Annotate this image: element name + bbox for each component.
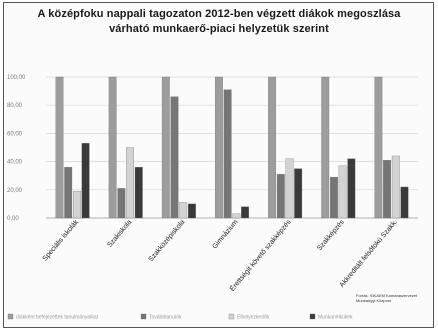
bar [170, 96, 179, 219]
legend-label: Munkanélküliek [318, 315, 353, 321]
bar [294, 168, 303, 219]
legend-label: diákként befejezettek tanulmányaikat [16, 315, 99, 321]
bar [188, 203, 196, 219]
source-note: Forrás: SIKAEM KamaraszervezetMunkaügyi … [356, 293, 418, 303]
bar [73, 191, 81, 219]
bar [64, 167, 73, 219]
bar [285, 158, 294, 219]
bar [400, 186, 409, 219]
bar [81, 143, 90, 219]
bar [347, 158, 356, 219]
y-tick-label: 60,00 [7, 131, 23, 137]
legend: diákként befejezettek tanulmányaikat Tová… [7, 313, 353, 321]
category-label: Speciális iskolák [42, 218, 81, 262]
chart-title: A középfoku nappali tagozaton 2012-ben v… [37, 8, 401, 20]
category-label: Szakképzés [316, 218, 346, 252]
bar [179, 202, 188, 219]
legend-swatch [7, 313, 14, 320]
bar [55, 76, 64, 219]
bar [215, 76, 223, 219]
y-axis-ticks: 0,00 20,00 40,00 60,00 80,00 100,00 [7, 75, 26, 222]
source-note-line: Forrás: SIKAEM Kamaraszervezet [356, 293, 418, 298]
bar [126, 147, 134, 219]
y-tick-label: 0,00 [7, 216, 19, 222]
legend-label: Elhelyezkedők [237, 315, 270, 321]
bar [374, 76, 383, 219]
bar [268, 76, 276, 219]
bar [108, 76, 117, 219]
x-axis-categories: Speciális iskolák Szakiskola Szakközépisko… [42, 217, 399, 293]
y-tick-label: 80,00 [7, 103, 23, 109]
bar [241, 206, 249, 219]
bar [134, 167, 143, 219]
category-label: Szakiskola [106, 219, 133, 249]
bar [117, 188, 126, 219]
category-label: Gimnázium [211, 219, 239, 251]
legend-swatch [228, 313, 235, 320]
y-tick-label: 40,00 [7, 160, 23, 166]
bar [330, 176, 338, 219]
legend-swatch [309, 313, 316, 320]
bar [391, 155, 400, 219]
bar [161, 76, 170, 219]
bar [276, 174, 285, 219]
bar [383, 160, 391, 219]
legend-swatch [140, 313, 147, 320]
category-label: Akkreditált felsőfokú Szakk. [339, 219, 399, 289]
category-label: Szakközépiskola [148, 219, 187, 264]
legend-label: Továbbtanulók [149, 315, 182, 321]
gridlines [46, 76, 418, 219]
chart-subtitle: várható munkaerő-piaci helyzetük szerint [109, 23, 329, 35]
y-tick-label: 20,00 [7, 188, 23, 194]
y-tick-label: 100,00 [7, 75, 26, 81]
bar [232, 213, 241, 219]
source-note-line: Munkaügyi Központ [356, 298, 392, 303]
bar [223, 89, 232, 219]
bar [321, 76, 330, 219]
bar [338, 165, 347, 219]
bars [55, 76, 409, 219]
category-label: Érettségit követő szakképzés [228, 217, 293, 293]
